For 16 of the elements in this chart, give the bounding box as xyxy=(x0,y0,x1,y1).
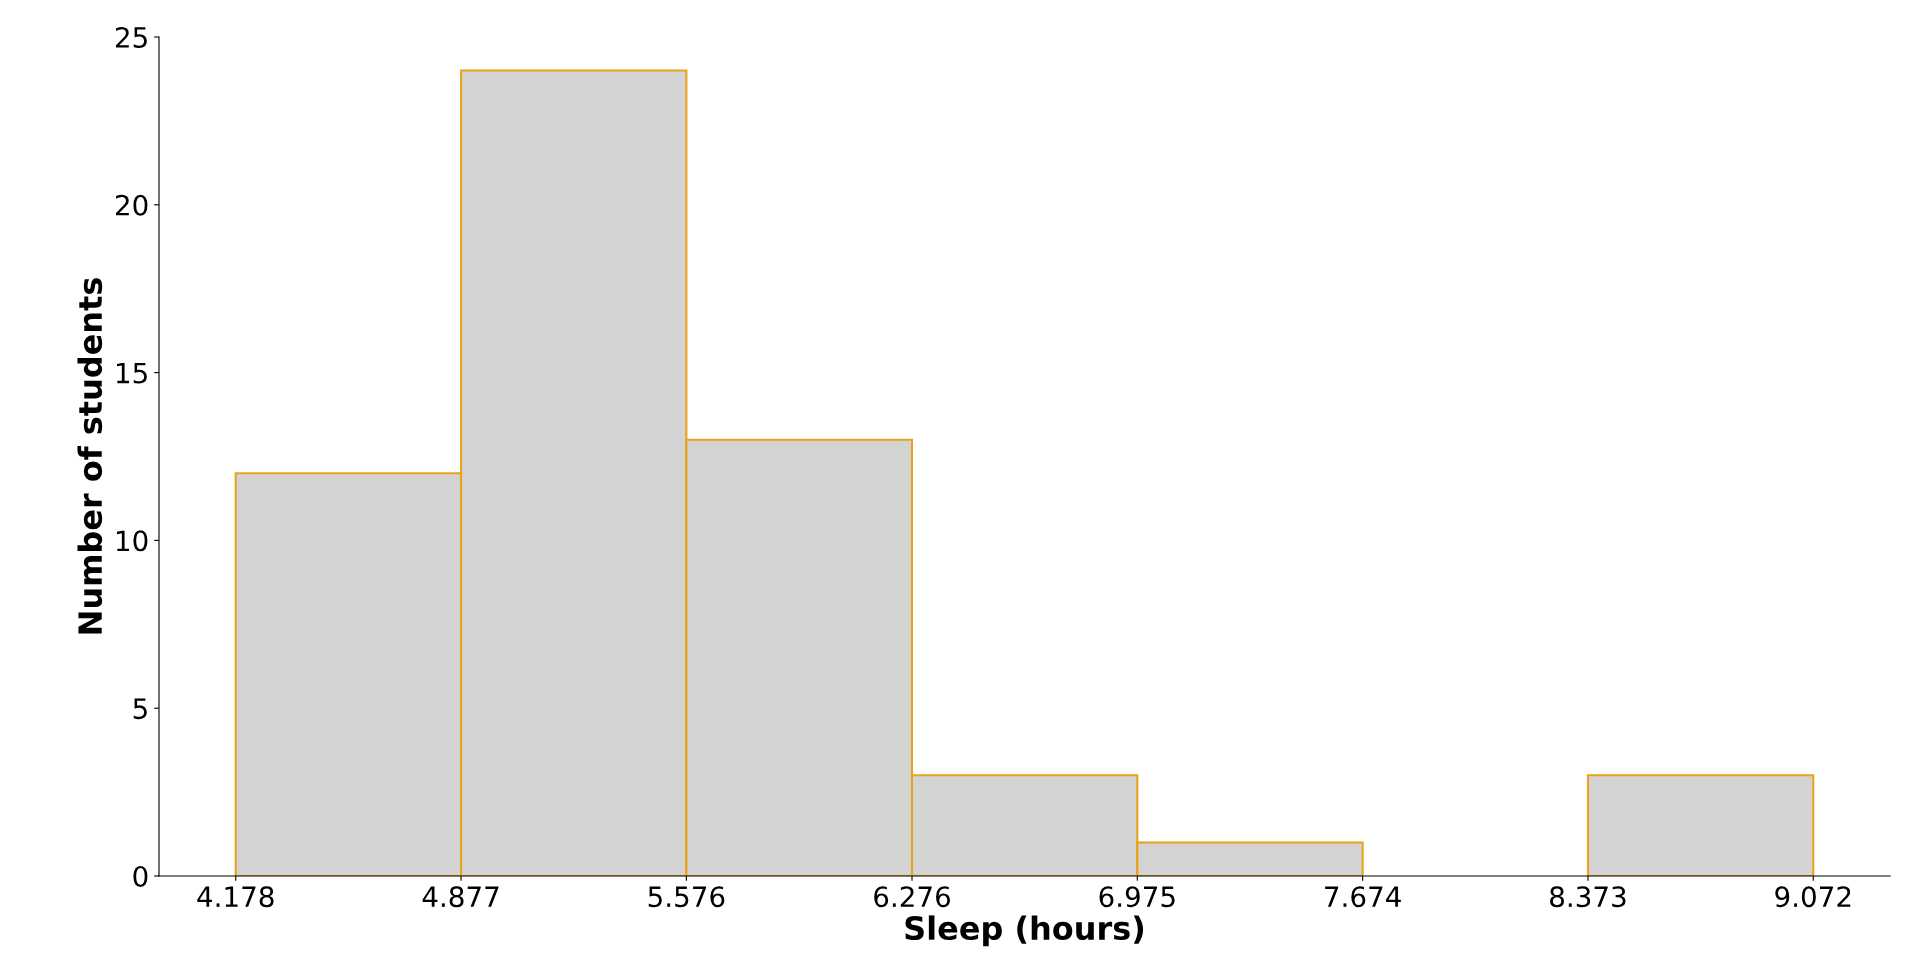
x-tick-label: 5.576 xyxy=(648,886,725,908)
y-tick-label: 5 xyxy=(133,698,147,720)
x-tick-label: 7.674 xyxy=(1325,886,1401,908)
x-tick-label: 9.072 xyxy=(1775,886,1851,908)
x-tick-label: 4.877 xyxy=(422,886,499,908)
x-tick-label: 4.178 xyxy=(197,886,274,908)
y-tick-label: 15 xyxy=(116,362,147,384)
x-tick-label: 6.975 xyxy=(1099,886,1175,908)
y-tick-label: 20 xyxy=(115,194,148,216)
x-axis-title: Sleep (hours) xyxy=(905,915,1144,947)
y-tick-label: 0 xyxy=(133,865,148,887)
x-tick-label: 6.276 xyxy=(874,886,951,908)
y-tick-label: 25 xyxy=(115,26,147,48)
y-axis-title: Number of students xyxy=(77,278,103,634)
x-tick-label: 8.373 xyxy=(1550,886,1626,908)
y-tick-label: 10 xyxy=(116,530,148,552)
